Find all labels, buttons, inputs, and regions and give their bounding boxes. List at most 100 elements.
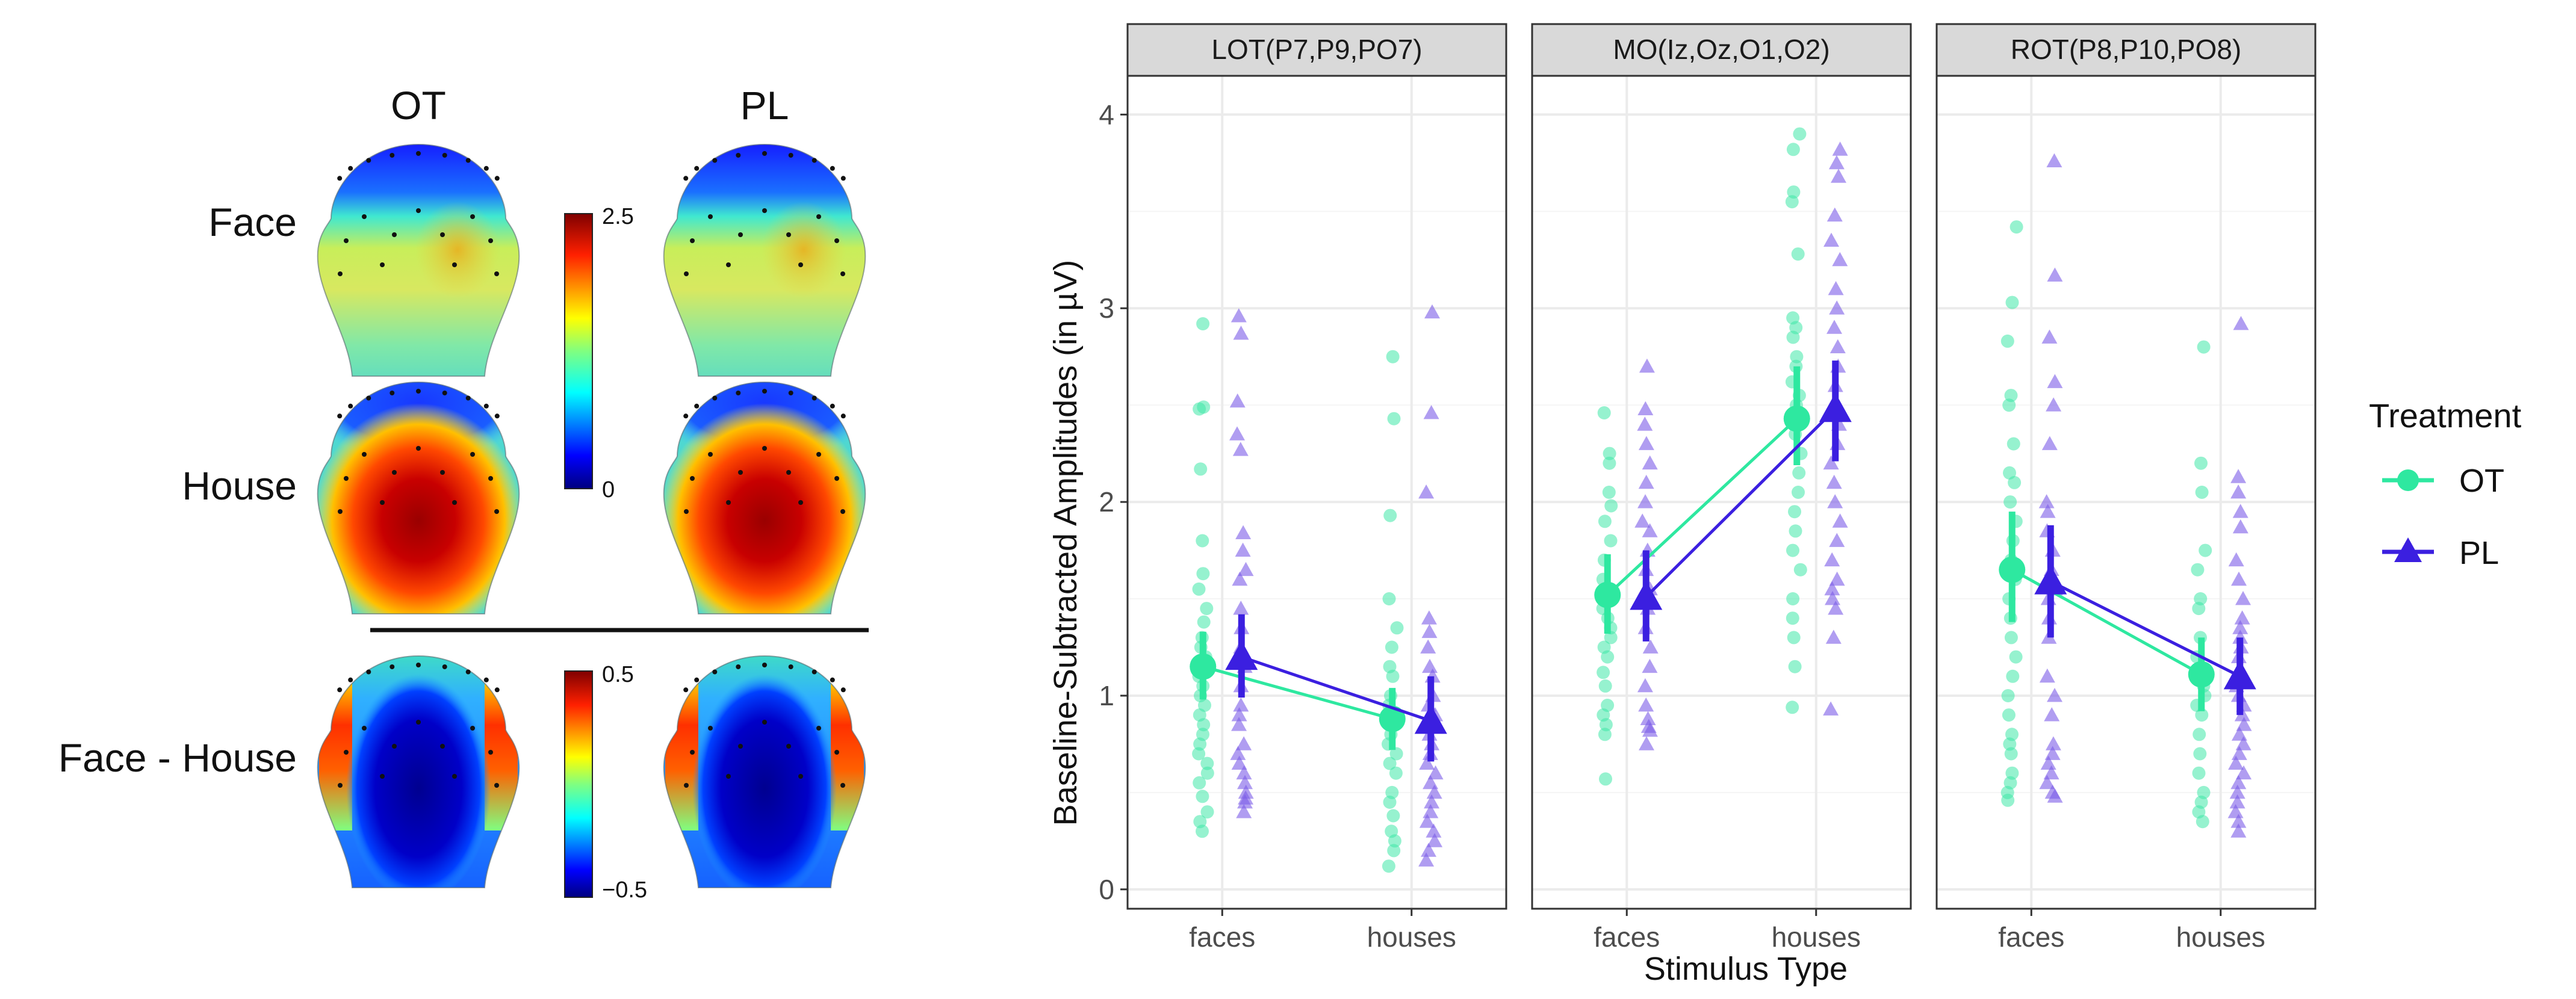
electrode-dot (380, 262, 385, 267)
data-point-ot (1196, 534, 1209, 548)
legend-title: Treatment (2369, 397, 2522, 435)
electrode-dot (834, 750, 839, 755)
electrode-dot (798, 500, 803, 505)
electrode-dot (726, 774, 731, 779)
facet-strip (1126, 23, 1507, 77)
data-point-ot (1196, 317, 1210, 330)
data-point-pl (1424, 794, 1440, 809)
electrode-dot (834, 238, 839, 243)
mean-marker-ot (2188, 661, 2215, 688)
electrode-dot (366, 669, 371, 675)
y-axis: 0 1 2 3 4 (1099, 99, 1128, 905)
data-point-pl (2230, 814, 2247, 828)
data-point-pl (2232, 629, 2249, 644)
data-point-ot (1200, 766, 1214, 780)
electrode-dot (390, 391, 395, 395)
data-point-ot (2004, 631, 2018, 645)
data-point-ot (1386, 669, 1400, 683)
data-point-ot (2003, 495, 2017, 509)
electrode-dot (465, 158, 471, 163)
facet-background (1128, 76, 1506, 909)
data-point-ot (1382, 592, 1396, 605)
facet-panel: LOT(P7,P9,PO7) faces houses (1126, 23, 1507, 953)
facet-border (1531, 75, 1912, 910)
data-point-pl (1823, 232, 1839, 247)
electrode-dot (494, 176, 500, 181)
data-point-pl (1637, 416, 1653, 431)
data-point-ot (2193, 747, 2207, 761)
data-point-pl (1424, 304, 1440, 319)
data-point-pl (1229, 393, 1246, 408)
legend-pl-label: PL (2459, 535, 2499, 571)
electrode-dot (344, 476, 349, 481)
data-point-ot (1786, 143, 1800, 156)
electrode-dot (494, 687, 500, 693)
data-point-ot (2006, 437, 2020, 451)
data-point-pl (2234, 610, 2250, 625)
topo-row-label-face: Face (208, 200, 297, 244)
data-point-ot (1200, 602, 1214, 616)
data-point-ot (2195, 486, 2209, 499)
data-point-pl (1831, 169, 1846, 183)
data-point-ot (1382, 859, 1395, 873)
electrode-dot (488, 750, 493, 755)
x-tick-label: houses (2176, 921, 2265, 953)
colorbar-top-min-label: 0 (602, 477, 615, 503)
electrode-dot (840, 176, 846, 181)
electrode-dot (786, 470, 791, 475)
data-point-ot (1786, 330, 1800, 344)
facet-strip-label: ROT(P8,P10,PO8) (2011, 34, 2241, 65)
data-point-ot (2002, 708, 2016, 722)
data-point-pl (2045, 736, 2061, 750)
data-point-pl (2227, 804, 2244, 818)
facet-background (1532, 76, 1911, 909)
electrode-dot (392, 470, 397, 475)
data-point-ot (1385, 640, 1398, 654)
data-point-pl (1826, 207, 1843, 222)
data-point-ot (1793, 127, 1807, 141)
data-point-pl (1426, 823, 1442, 838)
data-point-pl (1637, 678, 1653, 693)
data-point-ot (2199, 543, 2212, 557)
electrode-dot (798, 262, 803, 267)
electrode-dot (708, 214, 713, 219)
y-tick-label: 2 (1099, 486, 1114, 518)
data-point-ot (1792, 466, 1806, 480)
data-point-ot (1602, 486, 1616, 499)
electrode-dot (834, 476, 839, 481)
data-point-pl (2038, 494, 2055, 509)
data-point-pl (2229, 784, 2245, 799)
electrode-dot (380, 500, 385, 505)
data-point-pl (1827, 494, 1843, 509)
data-point-ot (1788, 505, 1801, 519)
electrode-dot (788, 664, 793, 669)
data-point-pl (2230, 484, 2247, 499)
electrode-dot (816, 214, 821, 219)
data-point-pl (1231, 308, 1247, 323)
electrode-dot (416, 446, 421, 451)
topo-col-label-ot: OT (391, 83, 446, 128)
data-point-pl (1229, 426, 1245, 441)
electrode-dot (788, 391, 793, 395)
electrode-dot (494, 271, 499, 276)
data-point-pl (2047, 688, 2062, 702)
electrode-dot (416, 389, 421, 394)
data-point-ot (1791, 247, 1805, 261)
data-point-pl (1418, 852, 1435, 867)
electrode-dot (338, 271, 343, 276)
legend: Treatment OT PL (2369, 397, 2522, 571)
data-point-pl (1421, 623, 1438, 639)
y-tick-label: 4 (1099, 99, 1114, 130)
data-point-pl (1419, 755, 1435, 770)
mean-line-pl (1241, 655, 1432, 723)
data-point-pl (1830, 339, 1846, 353)
data-point-pl (1824, 552, 1840, 567)
data-point-pl (1236, 804, 1252, 818)
data-point-pl (2233, 316, 2249, 330)
topomap-head (663, 381, 866, 614)
data-point-ot (1599, 718, 1613, 732)
electrode-dot (483, 165, 489, 171)
electrode-dot (708, 452, 713, 457)
data-point-ot (1604, 499, 1618, 513)
electrode-dot (470, 214, 475, 219)
